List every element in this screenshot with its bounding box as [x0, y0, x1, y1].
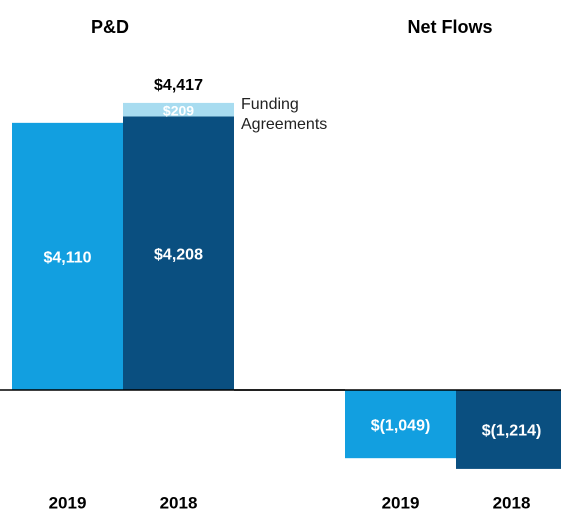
- total-label: $4,417: [154, 77, 203, 94]
- x-tick-label: 2019: [382, 493, 420, 512]
- data-label: $(1,214): [482, 423, 542, 440]
- chart-title: Net Flows: [407, 17, 492, 37]
- bar: [12, 122, 123, 390]
- data-label: $4,110: [43, 250, 91, 267]
- legend-label: Funding Agreements: [241, 96, 328, 133]
- x-tick-label: 2019: [49, 493, 87, 512]
- data-label: $4,208: [154, 246, 203, 263]
- data-label: $209: [163, 102, 194, 118]
- x-tick-label: 2018: [493, 493, 531, 512]
- chart-title: P&D: [91, 17, 129, 37]
- bar: [123, 102, 234, 117]
- data-label: $(1,049): [371, 417, 431, 434]
- x-tick-label: 2018: [160, 493, 198, 512]
- bar: [123, 116, 234, 390]
- bar: [345, 390, 456, 459]
- bar: [456, 390, 561, 469]
